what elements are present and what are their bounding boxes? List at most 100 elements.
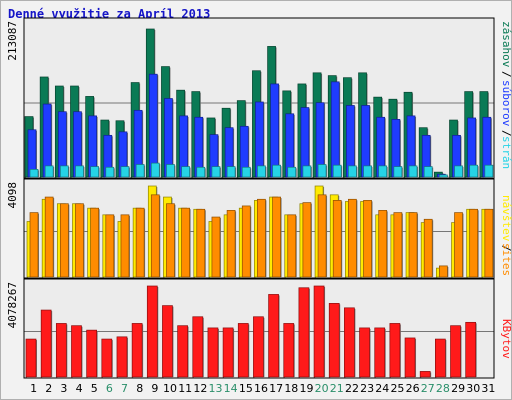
sites-bar — [241, 205, 251, 278]
sites-bar — [272, 196, 281, 278]
hits-bar — [90, 166, 99, 178]
hits-bar — [454, 165, 463, 178]
kbytes-bar — [101, 338, 113, 378]
files-bar — [270, 83, 279, 178]
hits-bar — [393, 166, 403, 178]
x-tick-label: 27 — [421, 382, 435, 395]
hits-bar — [272, 164, 281, 178]
kbytes-bar — [465, 321, 477, 378]
kbytes-bar — [344, 307, 355, 378]
hits-bar — [348, 165, 357, 178]
x-tick-label: 25 — [390, 382, 404, 395]
x-tick-label: 24 — [375, 382, 389, 395]
kbytes-bar — [222, 327, 234, 378]
kbytes-bar — [162, 305, 173, 378]
hits-bar — [408, 165, 418, 178]
bottom-ytick-label: 4078267 — [6, 282, 19, 328]
x-tick-label: 22 — [345, 382, 359, 395]
hits-bar — [378, 165, 388, 178]
x-tick-label: 16 — [254, 382, 268, 395]
sites-bar — [469, 208, 479, 278]
hits-bar — [181, 166, 190, 178]
x-tick-label: 18 — [284, 382, 298, 395]
legend-label-0: zásahov — [500, 21, 512, 68]
kbytes-bar — [55, 323, 67, 378]
hits-bar — [302, 165, 312, 178]
hits-bar — [469, 164, 479, 178]
sites-bar — [484, 208, 494, 278]
kbytes-bar — [192, 316, 204, 378]
kbytes-bar — [177, 325, 188, 378]
sites-bar — [393, 212, 403, 278]
hits-bar — [439, 174, 448, 178]
hits-bar — [150, 162, 160, 178]
kbytes-bar — [131, 323, 143, 378]
kbytes-bar — [419, 371, 431, 378]
sites-bar — [348, 198, 357, 278]
legend-label-kbytes: KBytov — [500, 319, 512, 359]
hits-bar — [75, 165, 84, 178]
sites-bar — [135, 207, 145, 278]
kbytes-bar — [146, 285, 158, 378]
hits-bar — [29, 169, 39, 178]
x-tick-label: 20 — [315, 382, 329, 395]
x-tick-label: 2 — [45, 382, 52, 395]
hits-bar — [484, 164, 494, 178]
hits-bar — [332, 164, 342, 178]
sites-bar — [423, 218, 433, 278]
sites-bar — [454, 212, 463, 278]
legend-separator: / — [500, 130, 512, 137]
sites-bar — [439, 265, 448, 278]
x-tick-label: 5 — [91, 382, 98, 395]
sites-bar — [378, 210, 388, 278]
x-tick-label: 4 — [76, 382, 83, 395]
kbytes-bar — [237, 323, 249, 378]
kbytes-bar — [435, 338, 446, 378]
x-tick-label: 7 — [121, 382, 128, 395]
sites-bar — [287, 214, 297, 278]
kbytes-bar — [450, 325, 461, 378]
x-tick-label: 3 — [60, 382, 67, 395]
x-tick-label: 17 — [269, 382, 283, 395]
x-tick-label: 14 — [224, 382, 238, 395]
kbytes-bar — [359, 327, 370, 378]
kbytes-bar — [389, 323, 401, 378]
sites-bar — [44, 196, 54, 278]
x-tick-label: 13 — [209, 382, 223, 395]
middle-ytick-label: 4098 — [6, 182, 19, 209]
sites-bar — [196, 208, 206, 278]
sites-bar — [302, 202, 312, 278]
kbytes-bar — [71, 325, 82, 378]
files-bar — [330, 81, 340, 178]
hits-bar — [105, 166, 115, 178]
hits-bar — [363, 165, 372, 178]
hits-bar — [166, 164, 175, 178]
kbytes-bar — [25, 338, 37, 378]
legend-label-sites: sites — [500, 243, 512, 276]
hits-bar — [44, 165, 54, 178]
kbytes-bar — [207, 327, 219, 378]
x-tick-label: 23 — [360, 382, 374, 395]
x-tick-label: 6 — [106, 382, 113, 395]
x-tick-label: 9 — [151, 382, 158, 395]
sites-bar — [90, 207, 99, 278]
sites-bar — [59, 203, 69, 278]
hits-bar — [211, 166, 221, 178]
sites-bar — [211, 216, 221, 278]
x-tick-label: 11 — [178, 382, 192, 395]
kbytes-bar — [404, 337, 416, 378]
hits-bar — [423, 166, 433, 178]
sites-bar — [363, 200, 372, 278]
legend-label-2: strán — [500, 136, 512, 169]
hits-bar — [287, 166, 297, 178]
hits-bar — [135, 164, 145, 178]
kbytes-bar — [253, 316, 264, 378]
sites-bar — [120, 214, 130, 278]
kbytes-bar — [268, 294, 279, 378]
kbytes-bar — [86, 329, 97, 378]
sites-bar — [166, 203, 175, 278]
x-tick-label: 21 — [330, 382, 344, 395]
x-tick-label: 30 — [466, 382, 480, 395]
kbytes-bar — [328, 303, 340, 378]
